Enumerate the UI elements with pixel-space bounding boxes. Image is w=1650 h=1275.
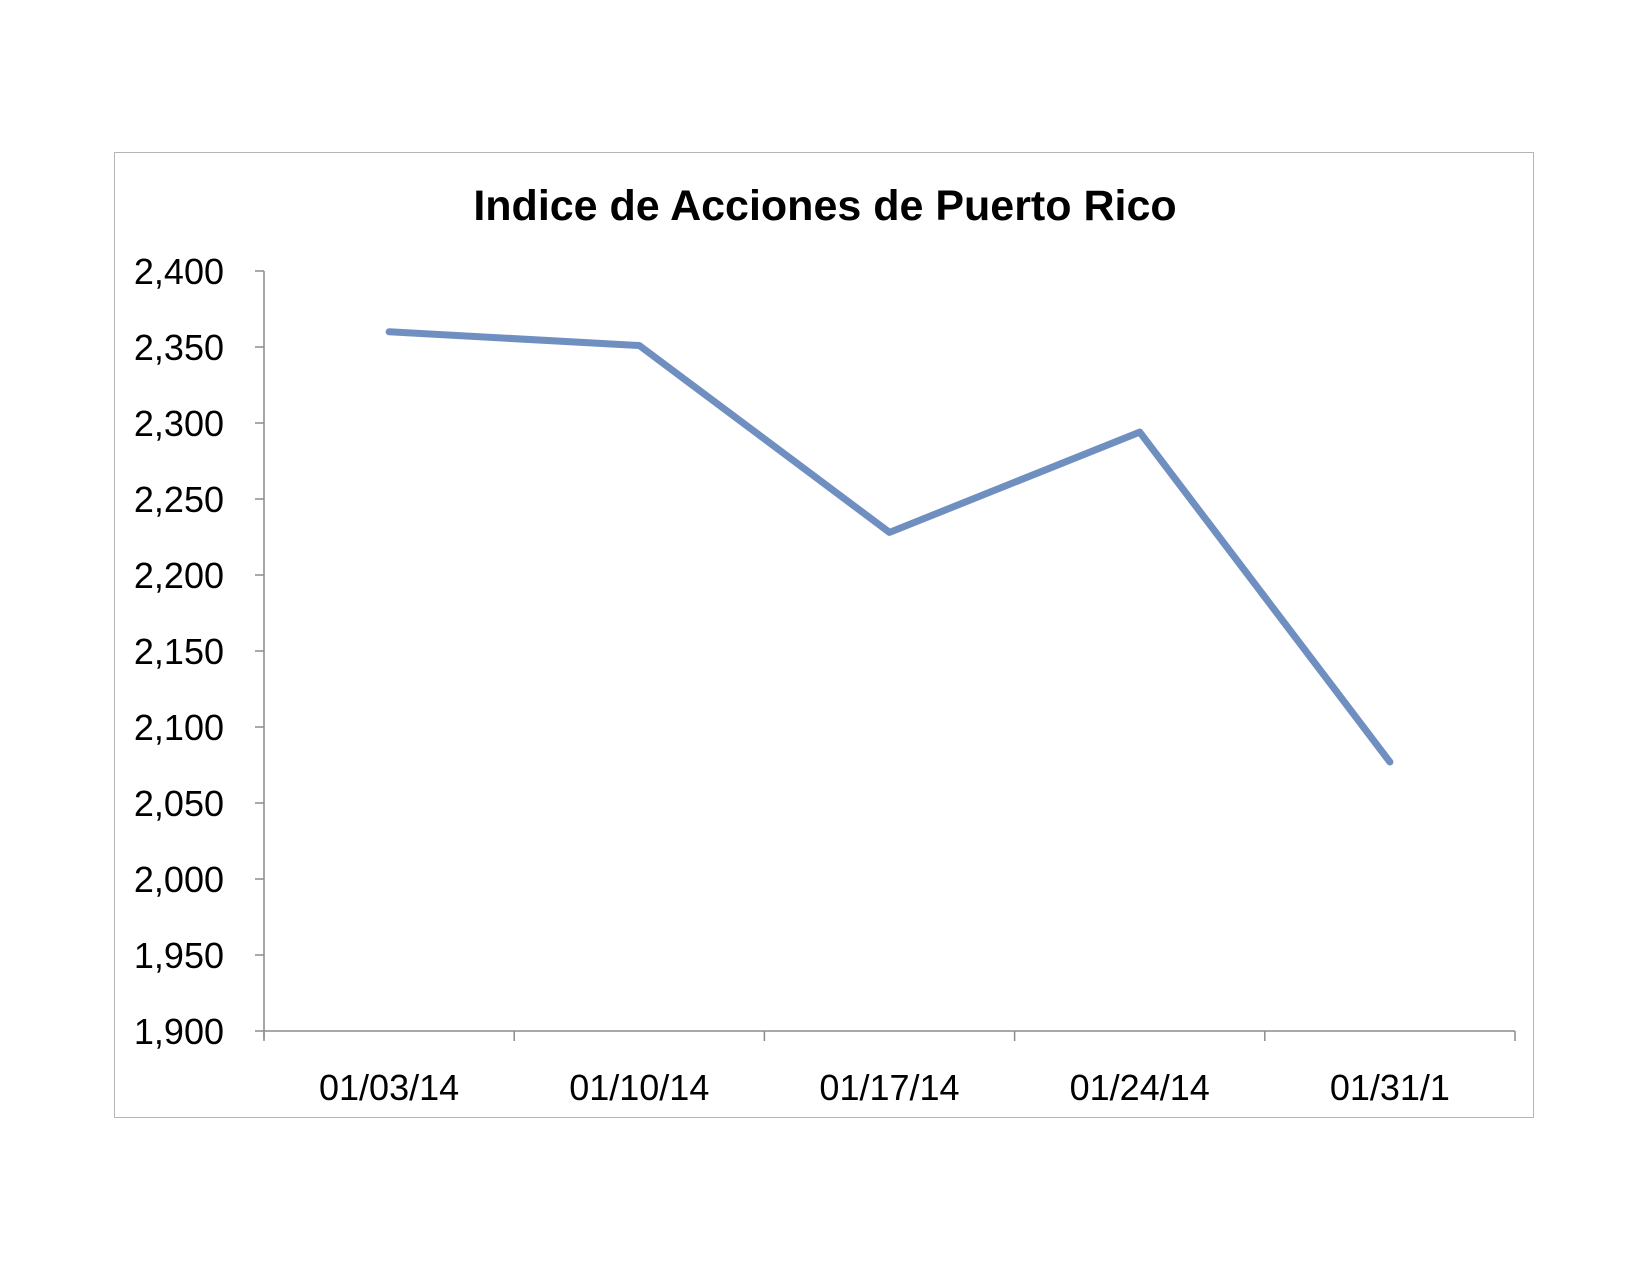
x-tick-label: 01/24/14	[1070, 1067, 1210, 1108]
y-tick-label: 2,050	[134, 783, 224, 824]
x-tick-label: 01/17/14	[819, 1067, 959, 1108]
chart-frame: Indice de Acciones de Puerto Rico 1,900 1…	[114, 152, 1534, 1118]
y-tick-label: 2,150	[134, 631, 224, 672]
y-tick-label: 2,350	[134, 327, 224, 368]
y-tick-label: 2,000	[134, 859, 224, 900]
y-axis: 1,900 1,950 2,000 2,050 2,100 2,150 2,200 2,250…	[134, 251, 265, 1052]
x-tick-label: 01/31/1	[1330, 1067, 1450, 1108]
y-tick-label: 1,950	[134, 935, 224, 976]
y-tick-label: 2,400	[134, 251, 224, 292]
y-tick-label: 2,200	[134, 555, 224, 596]
x-tick-label: 01/03/14	[319, 1067, 459, 1108]
x-axis: 01/03/14 01/10/14 01/17/14 01/24/14 01/31/1	[263, 1030, 1516, 1108]
series-line	[385, 328, 1394, 766]
y-tick-label: 2,250	[134, 479, 224, 520]
y-tick-label: 1,900	[134, 1011, 224, 1052]
y-tick-label: 2,300	[134, 403, 224, 444]
series-group	[385, 328, 1394, 766]
x-tick-label: 01/10/14	[569, 1067, 709, 1108]
line-chart: Indice de Acciones de Puerto Rico 1,9001…	[134, 182, 1516, 1108]
chart-title: Indice de Acciones de Puerto Rico	[473, 182, 1176, 230]
y-tick-label: 2,100	[134, 707, 224, 748]
